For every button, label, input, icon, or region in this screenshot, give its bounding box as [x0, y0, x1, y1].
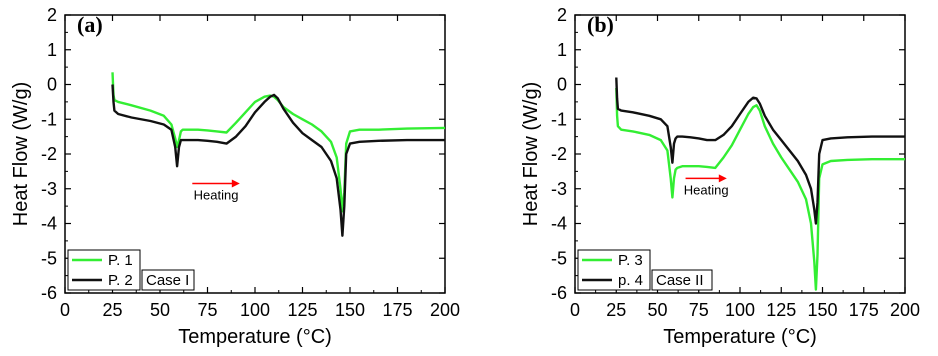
- x-axis-title: Temperature (°C): [178, 326, 332, 348]
- case-label: Case II: [656, 272, 704, 289]
- x-tick-label: 25: [102, 300, 122, 320]
- heating-label: Heating: [194, 188, 239, 203]
- x-tick-label: 75: [689, 300, 709, 320]
- x-tick-label: 125: [766, 300, 796, 320]
- x-axis-title: Temperature (°C): [663, 326, 817, 348]
- x-tick-label: 0: [570, 300, 580, 320]
- x-tick-label: 100: [725, 300, 755, 320]
- x-tick-label: 175: [849, 300, 879, 320]
- y-tick-label: 0: [557, 75, 567, 95]
- x-tick-label: 50: [647, 300, 667, 320]
- series-line-p-4: [615, 77, 905, 225]
- x-tick-label: 200: [890, 300, 920, 320]
- y-tick-label: -1: [41, 109, 57, 129]
- y-axis-title: Heat Flow (W/g): [520, 82, 542, 226]
- legend-box: [67, 249, 141, 291]
- heating-arrow-head: [231, 179, 240, 188]
- x-tick-label: 0: [60, 300, 70, 320]
- x-tick-label: 75: [197, 300, 217, 320]
- x-tick-label: 200: [430, 300, 460, 320]
- y-axis-title: Heat Flow (W/g): [10, 82, 32, 226]
- x-tick-label: 150: [807, 300, 837, 320]
- y-tick-label: 2: [47, 5, 57, 25]
- x-tick-label: 25: [606, 300, 626, 320]
- series-line-p-3: [615, 87, 905, 291]
- legend-box: [577, 249, 651, 291]
- series-line-p-2: [111, 84, 445, 237]
- y-tick-label: -4: [551, 214, 567, 234]
- y-tick-label: -4: [41, 214, 57, 234]
- heating-label: Heating: [684, 182, 729, 197]
- y-tick-label: -1: [551, 109, 567, 129]
- x-tick-label: 50: [150, 300, 170, 320]
- case-label-box: [141, 269, 195, 291]
- x-tick-label: 150: [335, 300, 365, 320]
- y-tick-label: -2: [41, 144, 57, 164]
- y-tick-label: -2: [551, 144, 567, 164]
- y-tick-label: -6: [41, 283, 57, 303]
- panel-label: (b): [587, 12, 614, 37]
- case-label-box: [651, 269, 713, 291]
- legend-entry-label: P. 2: [108, 272, 133, 289]
- legend-entry-label: P. 3: [618, 252, 643, 269]
- y-tick-label: -6: [551, 283, 567, 303]
- y-tick-label: -5: [41, 248, 57, 268]
- y-tick-label: -3: [551, 179, 567, 199]
- series-line-p-1: [111, 72, 446, 213]
- case-label: Case I: [146, 272, 189, 289]
- y-tick-label: 0: [47, 75, 57, 95]
- legend-entry-label: p. 4: [618, 272, 643, 289]
- y-tick-label: 1: [47, 40, 57, 60]
- x-tick-label: 100: [240, 300, 270, 320]
- y-tick-label: 2: [557, 5, 567, 25]
- chart-panel-b: 0 25 50 75 100 125 150 175 200 2 1 0 -1 -2 -3 -4 -5 -6 Tem…: [520, 5, 920, 348]
- y-tick-label: 1: [557, 40, 567, 60]
- chart-panel-a: 0 25 50 75 100 125 150 175 200 2 1 0 -1 -2 -3 -4 -5 -6 Tem…: [10, 5, 460, 348]
- x-tick-label: 125: [287, 300, 317, 320]
- x-tick-label: 175: [382, 300, 412, 320]
- y-tick-label: -3: [41, 179, 57, 199]
- panel-label: (a): [77, 12, 103, 37]
- heating-arrow-head: [718, 174, 727, 183]
- legend-entry-label: P. 1: [108, 252, 133, 269]
- y-tick-label: -5: [551, 248, 567, 268]
